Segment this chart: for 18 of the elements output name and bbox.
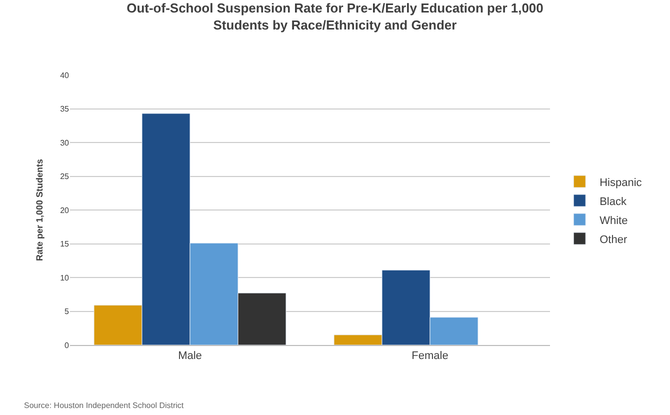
x-tick-label: Male — [178, 350, 202, 362]
y-tick-label: 20 — [60, 206, 70, 215]
y-tick-label: 35 — [60, 104, 70, 114]
y-tick-label: 0 — [64, 340, 70, 350]
y-tick-label: 15 — [60, 240, 70, 249]
y-tick-label: 10 — [60, 273, 70, 282]
legend-label: White — [600, 214, 628, 227]
legend-label: Hispanic — [600, 176, 642, 189]
source-note: Source: Houston Independent School District — [24, 401, 184, 410]
chart-title: Out-of-School Suspension Rate for Pre-K/Early Education per 1,000 Students by Race/Ethnicity and Gender — [126, 0, 544, 32]
legend-label: Black — [600, 196, 627, 208]
y-axis-title: Rate per 1,000 Students — [34, 158, 44, 262]
y-tick-label: 25 — [60, 172, 70, 182]
y-tick-label: 5 — [64, 307, 70, 316]
x-tick-label: Female — [412, 350, 448, 362]
legend-label: Other — [600, 234, 628, 246]
y-tick-label: 40 — [60, 70, 70, 80]
y-tick-label: 30 — [60, 138, 70, 148]
